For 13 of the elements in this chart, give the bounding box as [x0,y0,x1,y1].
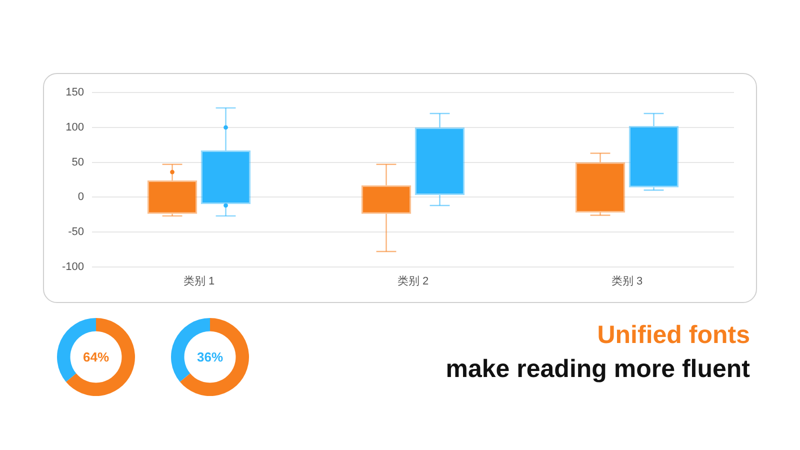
y-tick-label: 150 [66,86,84,99]
text: 64% [82,350,110,365]
y-tick-label: 50 [72,156,84,168]
x-tick-label: 类别 1 [183,274,215,288]
x-tick-label: 类别 2 [397,274,429,288]
y-tick-label: 100 [66,121,84,134]
text: Unified fonts [596,320,750,351]
text: make reading more fluent [446,354,750,385]
y-tick-label: -50 [68,226,84,238]
y-tick-label: 0 [78,191,84,204]
y-tick-label: -100 [62,260,84,273]
x-tick-label: 类别 3 [611,274,643,288]
text: 36% [196,350,224,365]
